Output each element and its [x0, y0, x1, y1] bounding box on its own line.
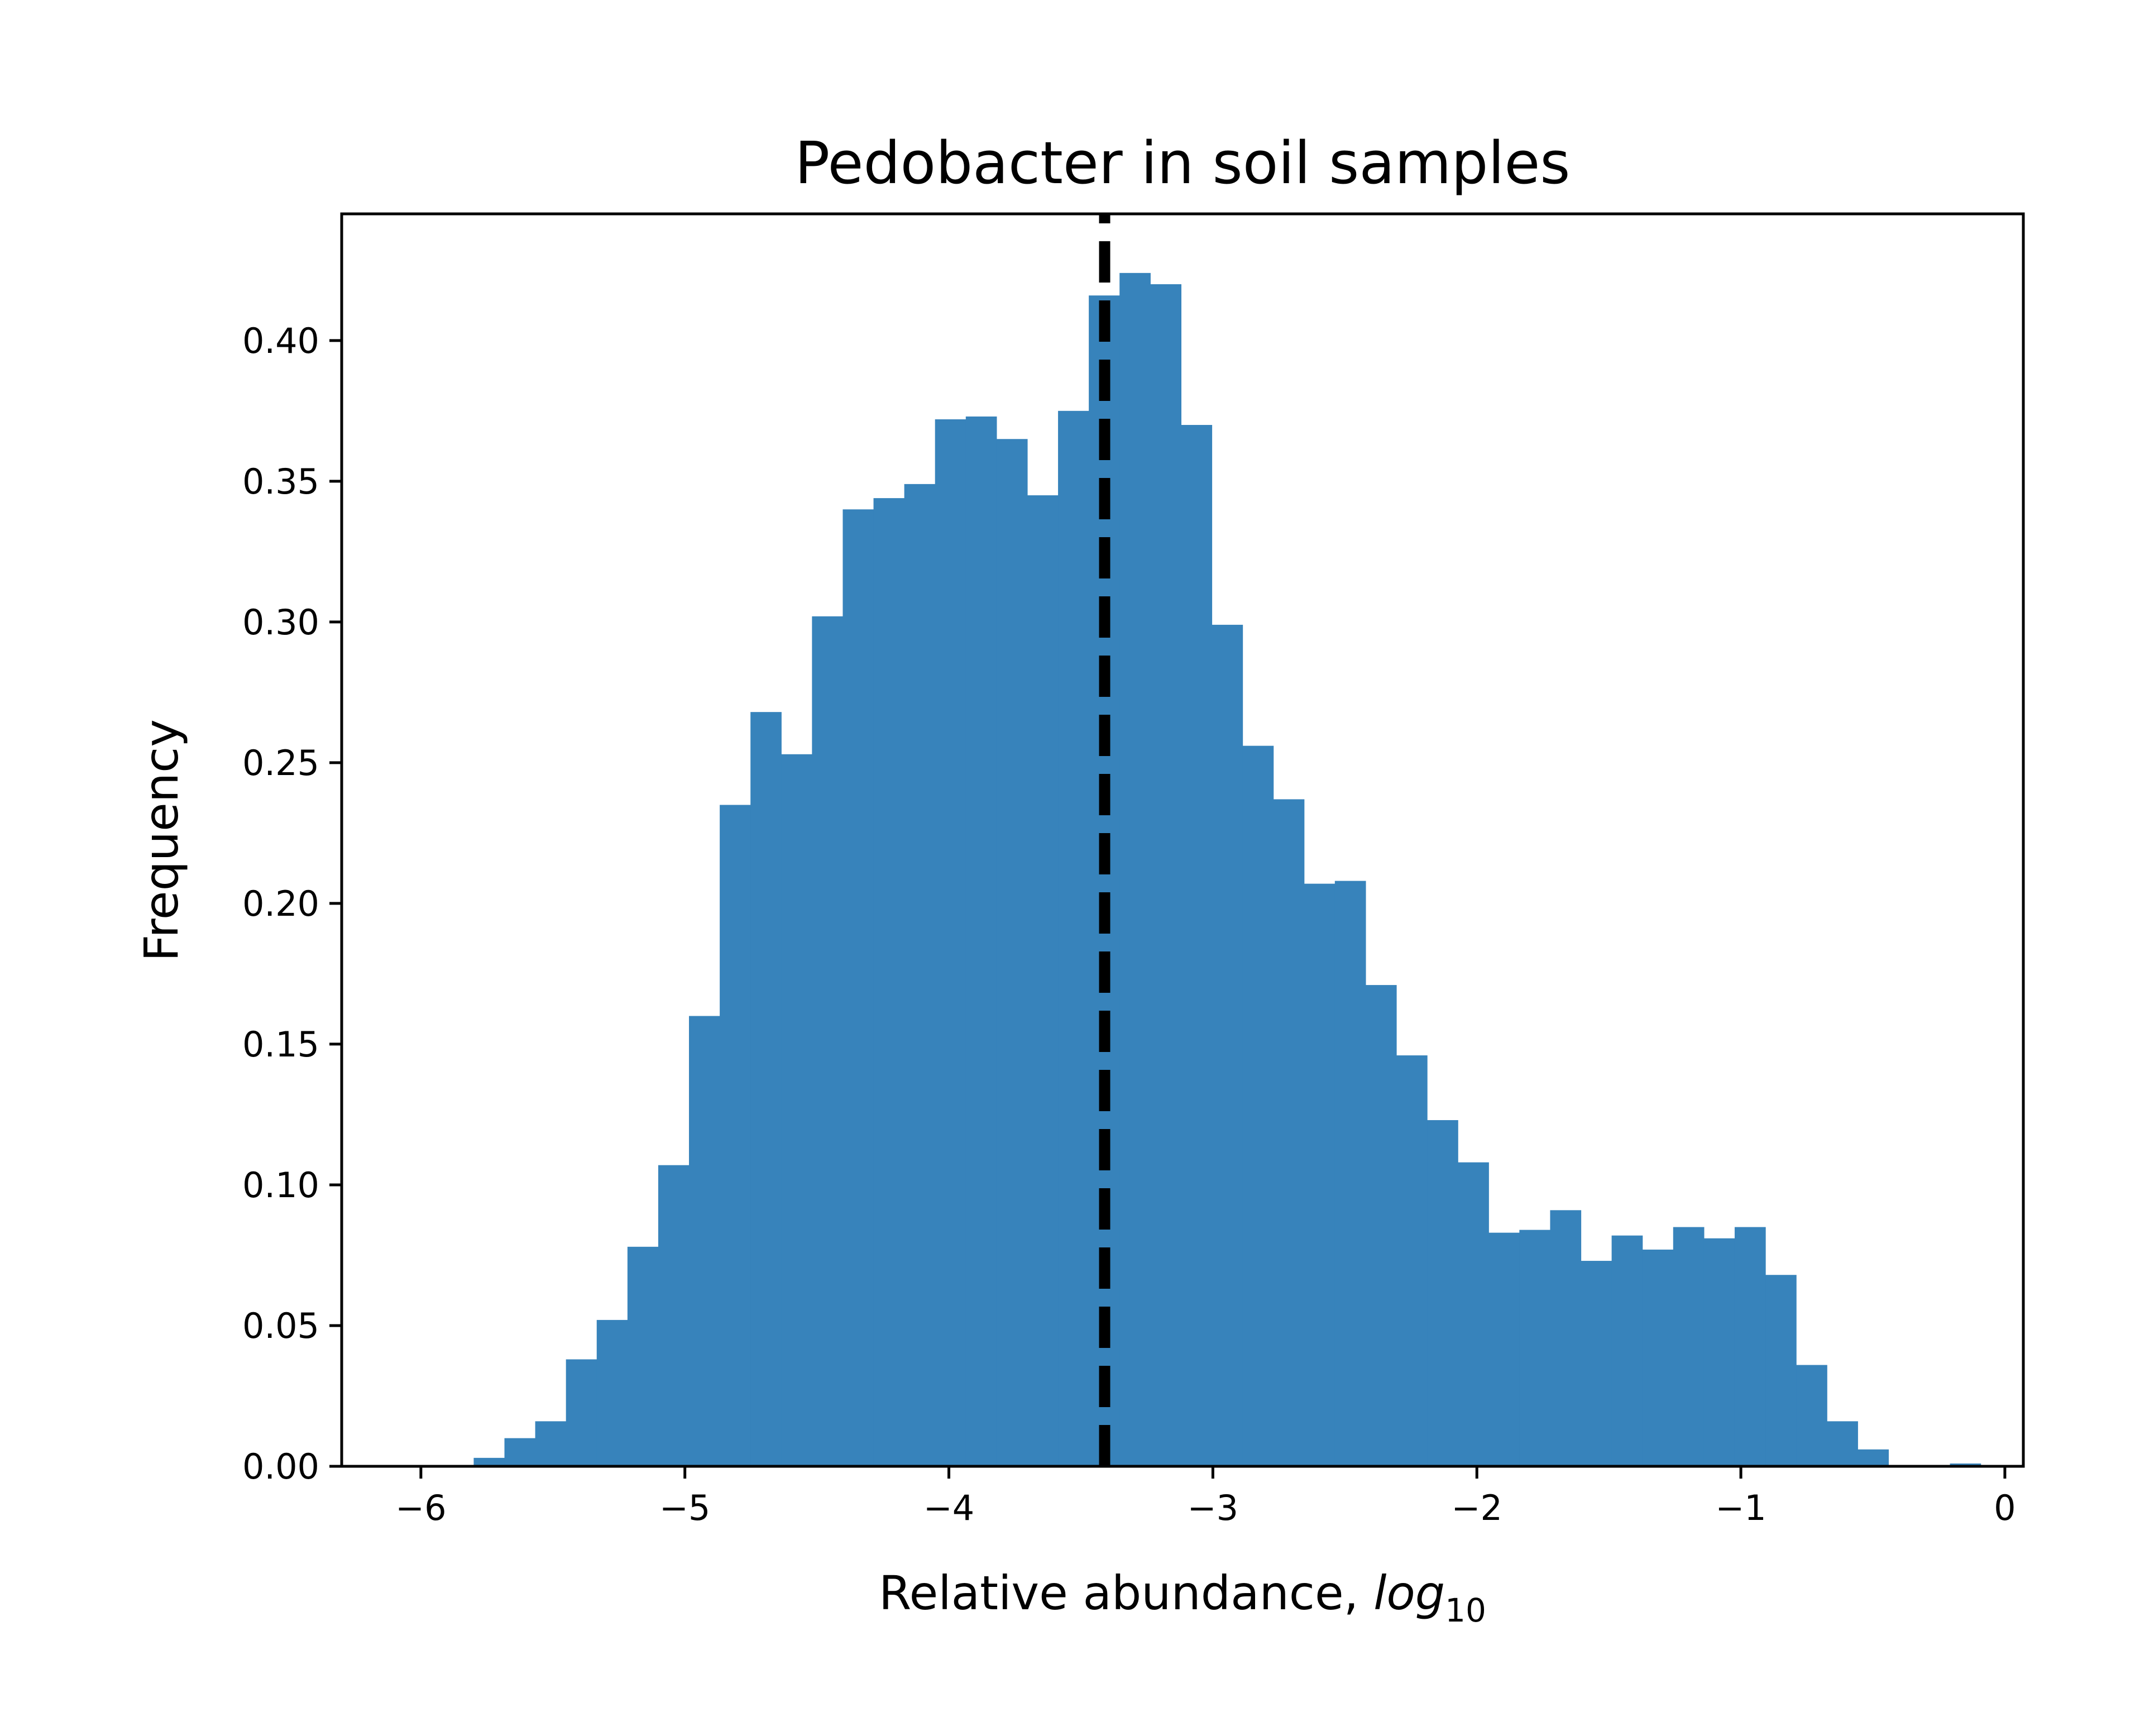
histogram-bar: [1427, 1120, 1458, 1466]
histogram-bar: [1119, 272, 1151, 1466]
histogram-bar: [689, 1016, 720, 1466]
histogram-bar: [1212, 624, 1243, 1466]
histogram-bar: [1642, 1249, 1674, 1466]
histogram-bar: [1396, 1055, 1428, 1466]
x-axis-label: Relative abundance, log10: [879, 1566, 1486, 1629]
x-axis-ticks: −6 −5 −4 −3 −2 −1 0: [395, 1466, 2016, 1528]
y-tick-label: 0.40: [242, 321, 319, 361]
histogram-bar: [535, 1421, 567, 1466]
histogram-bar: [1827, 1421, 1858, 1466]
histogram-bar: [1150, 284, 1181, 1466]
histogram-bar: [1550, 1210, 1582, 1466]
y-tick-label: 0.00: [242, 1446, 319, 1487]
y-tick-label: 0.30: [242, 602, 319, 643]
histogram-bar: [1673, 1227, 1705, 1466]
histogram-bar: [842, 509, 874, 1466]
x-axis-label-italic: log: [1373, 1566, 1445, 1620]
histogram-bar: [1765, 1275, 1797, 1466]
histogram-bar: [1734, 1227, 1766, 1466]
y-tick-label: 0.35: [242, 461, 319, 502]
histogram-bar: [812, 616, 844, 1466]
histogram-bar: [596, 1319, 628, 1466]
histogram-bar: [1458, 1162, 1489, 1466]
x-tick-label: −3: [1188, 1488, 1238, 1528]
histogram-bar: [1089, 295, 1120, 1467]
histogram-bar: [1488, 1232, 1520, 1466]
plot-frame: [340, 212, 2025, 1468]
histogram-bar: [1242, 745, 1274, 1466]
histogram-bar: [996, 439, 1028, 1466]
histogram-bar: [1703, 1238, 1735, 1466]
histogram-bar: [781, 754, 812, 1466]
y-tick-label: 0.05: [242, 1305, 319, 1346]
x-axis-label-subscript: 10: [1445, 1591, 1486, 1629]
histogram-bar: [1304, 883, 1335, 1466]
x-tick-label: −1: [1715, 1488, 1766, 1528]
chart-title: Pedobacter in soil samples: [795, 129, 1571, 197]
histogram-bar: [1858, 1449, 1889, 1466]
x-axis-label-text: Relative abundance,: [879, 1566, 1373, 1620]
histogram-bar: [627, 1246, 659, 1466]
histogram-bar: [1581, 1261, 1612, 1466]
histogram-bar: [1796, 1365, 1827, 1466]
x-tick-label: −6: [395, 1488, 446, 1528]
histogram-bar: [965, 416, 997, 1467]
x-tick-label: −4: [923, 1488, 974, 1528]
histogram-bar: [750, 712, 782, 1466]
histogram-bar: [566, 1359, 597, 1466]
histogram-bar: [504, 1438, 536, 1466]
histogram-bar: [720, 805, 751, 1466]
y-tick-label: 0.15: [242, 1024, 319, 1065]
histogram-bar: [873, 498, 905, 1466]
x-tick-label: 0: [1994, 1488, 2016, 1528]
y-axis-ticks: 0.00 0.05 0.10 0.15 0.20 0.25 0.30 0.35 0.40: [242, 321, 342, 1487]
histogram-bar: [1950, 1463, 1981, 1466]
histogram-bar: [1058, 410, 1089, 1466]
y-axis-label: Frequency: [134, 719, 189, 962]
histogram-bar: [1334, 881, 1366, 1466]
y-tick-label: 0.25: [242, 743, 319, 783]
x-tick-label: −2: [1452, 1488, 1502, 1528]
histogram-bar: [1273, 799, 1305, 1466]
histogram-bar: [473, 1457, 505, 1466]
x-tick-label: −5: [659, 1488, 710, 1528]
histogram-bar: [1365, 985, 1397, 1466]
histogram-bar: [904, 484, 936, 1466]
histogram-bar: [1519, 1230, 1551, 1466]
histogram-bar: [1611, 1235, 1643, 1466]
histogram-bar: [1181, 425, 1213, 1466]
y-tick-label: 0.20: [242, 883, 319, 924]
histogram-bar: [935, 419, 966, 1467]
histogram-bar: [1027, 495, 1059, 1466]
histogram-bar: [658, 1165, 690, 1466]
histogram-bars: [473, 272, 1981, 1467]
y-tick-label: 0.10: [242, 1165, 319, 1206]
